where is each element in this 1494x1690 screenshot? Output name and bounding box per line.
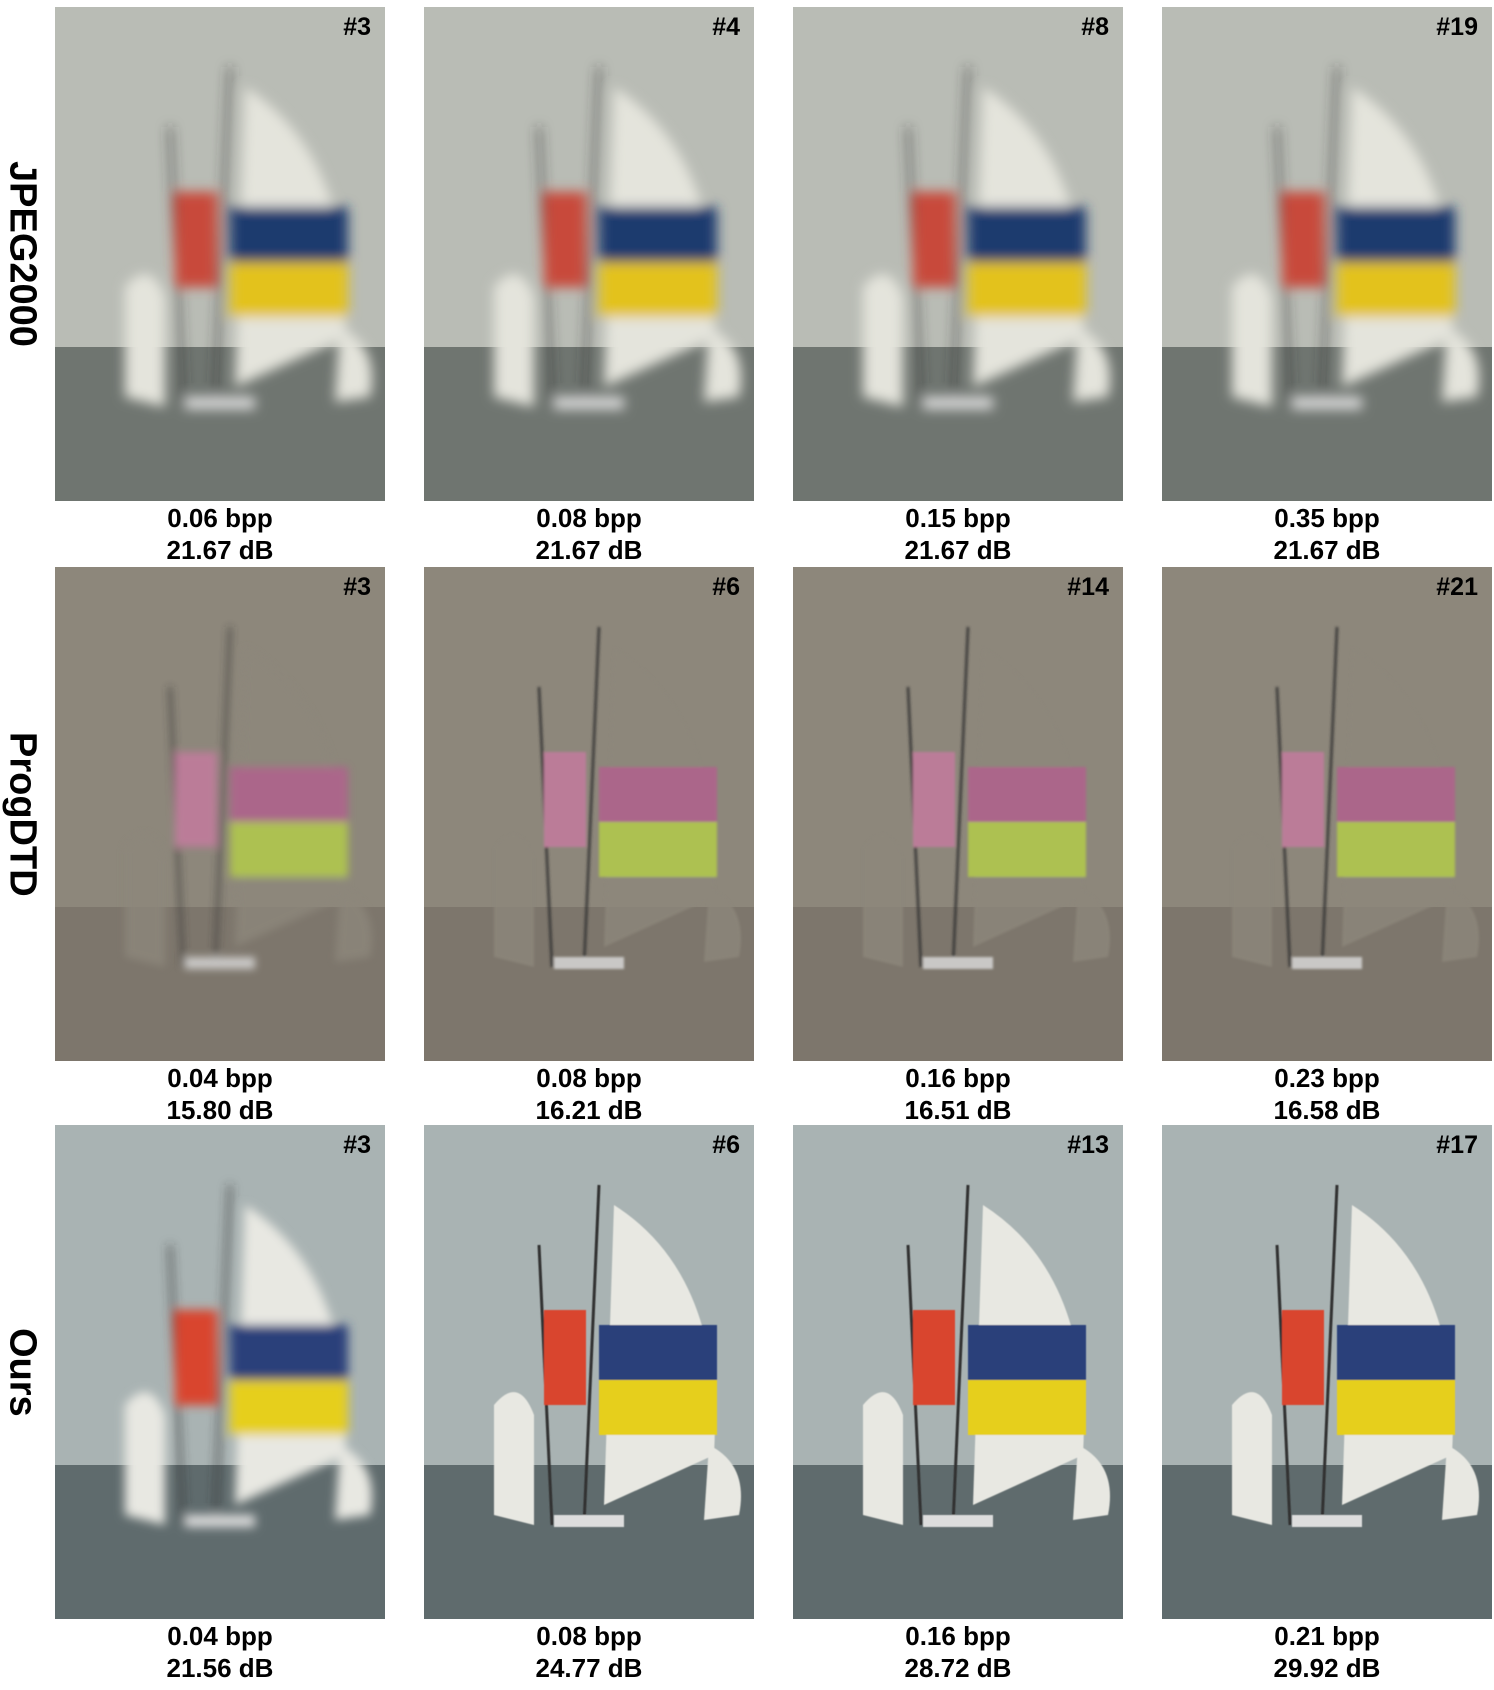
bpp-caption: 0.16 bpp	[905, 1621, 1011, 1651]
row-label: JPEG2000	[1, 161, 44, 347]
row-label: Ours	[1, 1327, 44, 1417]
image-cell: #14 0.16 bpp 16.51 dB	[793, 567, 1123, 1132]
psnr-caption: 24.77 dB	[535, 1653, 643, 1683]
psnr-caption: 15.80 dB	[166, 1095, 274, 1125]
image-cell: #3 0.04 bpp 21.56 dB	[55, 1125, 385, 1690]
image-cell: #8 0.15 bpp 21.67 dB	[793, 7, 1123, 572]
reconstruction-image	[55, 7, 385, 501]
row-label: ProgDTD	[1, 731, 44, 897]
psnr-caption: 16.21 dB	[535, 1095, 643, 1125]
step-tag: #3	[343, 13, 371, 41]
image-cell: #6 0.08 bpp 16.21 dB	[424, 567, 754, 1132]
image-cell: #13 0.16 bpp 28.72 dB	[793, 1125, 1123, 1690]
step-tag: #4	[712, 13, 740, 41]
image-cell: #19 0.35 bpp 21.67 dB	[1162, 7, 1492, 572]
bpp-caption: 0.08 bpp	[536, 1063, 642, 1093]
reconstruction-image	[424, 1125, 754, 1619]
reconstruction-image	[55, 1125, 385, 1619]
psnr-caption: 28.72 dB	[904, 1653, 1012, 1683]
bpp-caption: 0.23 bpp	[1274, 1063, 1380, 1093]
reconstruction-image	[424, 7, 754, 501]
bpp-caption: 0.35 bpp	[1274, 503, 1380, 533]
reconstruction-image	[55, 567, 385, 1061]
image-cell: #21 0.23 bpp 16.58 dB	[1162, 567, 1492, 1132]
reconstruction-image	[424, 567, 754, 1061]
psnr-caption: 21.67 dB	[1273, 535, 1381, 565]
image-cell: #3 0.04 bpp 15.80 dB	[55, 567, 385, 1132]
reconstruction-image	[793, 567, 1123, 1061]
image-cell: #4 0.08 bpp 21.67 dB	[424, 7, 754, 572]
step-tag: #21	[1436, 573, 1478, 601]
bpp-caption: 0.16 bpp	[905, 1063, 1011, 1093]
step-tag: #6	[712, 1131, 740, 1159]
image-cell: #6 0.08 bpp 24.77 dB	[424, 1125, 754, 1690]
image-cell: #3 0.06 bpp 21.67 dB	[55, 7, 385, 572]
reconstruction-image	[1162, 7, 1492, 501]
reconstruction-image	[793, 7, 1123, 501]
reconstruction-image	[793, 1125, 1123, 1619]
image-cell: #17 0.21 bpp 29.92 dB	[1162, 1125, 1492, 1690]
step-tag: #6	[712, 573, 740, 601]
step-tag: #3	[343, 1131, 371, 1159]
step-tag: #17	[1436, 1131, 1478, 1159]
psnr-caption: 16.58 dB	[1273, 1095, 1381, 1125]
psnr-caption: 21.67 dB	[535, 535, 643, 565]
psnr-caption: 29.92 dB	[1273, 1653, 1381, 1683]
bpp-caption: 0.21 bpp	[1274, 1621, 1380, 1651]
reconstruction-image	[1162, 1125, 1492, 1619]
bpp-caption: 0.08 bpp	[536, 503, 642, 533]
psnr-caption: 21.56 dB	[166, 1653, 274, 1683]
step-tag: #13	[1067, 1131, 1109, 1159]
step-tag: #14	[1067, 573, 1109, 601]
step-tag: #19	[1436, 13, 1478, 41]
bpp-caption: 0.08 bpp	[536, 1621, 642, 1651]
bpp-caption: 0.06 bpp	[167, 503, 273, 533]
psnr-caption: 21.67 dB	[166, 535, 274, 565]
psnr-caption: 21.67 dB	[904, 535, 1012, 565]
bpp-caption: 0.15 bpp	[905, 503, 1011, 533]
step-tag: #3	[343, 573, 371, 601]
bpp-caption: 0.04 bpp	[167, 1621, 273, 1651]
bpp-caption: 0.04 bpp	[167, 1063, 273, 1093]
psnr-caption: 16.51 dB	[904, 1095, 1012, 1125]
step-tag: #8	[1081, 13, 1109, 41]
reconstruction-image	[1162, 567, 1492, 1061]
